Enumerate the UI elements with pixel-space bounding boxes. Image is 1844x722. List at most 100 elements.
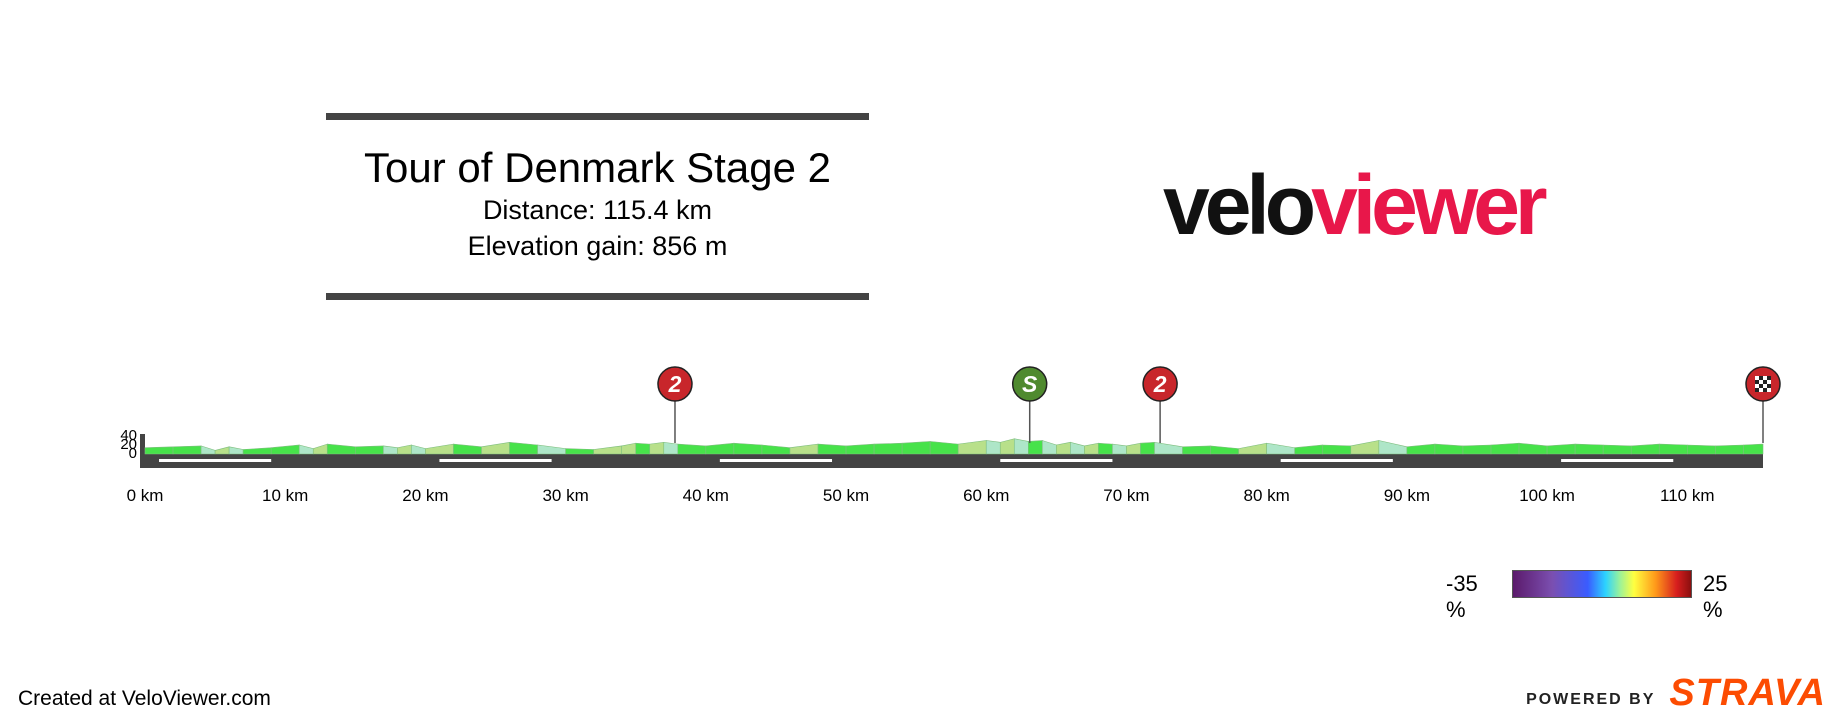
elevation-segment (1210, 445, 1239, 455)
road-stripe (159, 459, 272, 462)
elevation-segment (873, 442, 903, 455)
elevation-segment (298, 444, 314, 455)
elevation-segment (355, 445, 384, 455)
logo-velo: velo (1163, 158, 1316, 252)
elevation-segment (144, 446, 174, 455)
elevation-segment (242, 447, 272, 455)
x-tick-label: 10 km (262, 486, 308, 505)
road-band (140, 454, 1763, 468)
checker-cell (1767, 384, 1771, 388)
elevation-segment (1490, 442, 1520, 455)
checker-cell (1759, 384, 1763, 388)
elevation-segment (999, 438, 1015, 455)
strava-logo: STRAVA (1669, 672, 1826, 714)
powered-by-label: POWERED BY (1526, 691, 1656, 708)
elevation-segment (1098, 442, 1113, 455)
elevation-segment (1686, 444, 1716, 455)
elevation-segment (383, 445, 398, 455)
elevation-segment (1630, 443, 1660, 455)
road-stripe (1561, 459, 1674, 462)
checker-cell (1759, 376, 1763, 380)
y-axis-bar (140, 434, 145, 468)
x-tick-label: 20 km (402, 486, 448, 505)
marker-label: 2 (668, 371, 682, 397)
elevation-segment (1154, 441, 1183, 455)
y-tick-label: 0 (129, 445, 137, 462)
credit-text: Created at VeloViewer.com (18, 687, 271, 710)
road-layer (140, 434, 1763, 468)
elevation-segment (453, 443, 482, 455)
gradient-color-bar (1512, 570, 1692, 598)
x-tick-label: 30 km (542, 486, 588, 505)
road-stripe (1000, 459, 1113, 462)
sprint-marker-icon (1011, 366, 1048, 402)
checker-cell (1763, 380, 1767, 384)
checker-cell (1755, 388, 1759, 392)
elevation-segment (1238, 442, 1267, 455)
veloviewer-logo: veloviewer (1163, 155, 1548, 255)
marker-layer: 2 S 2 (657, 366, 1781, 443)
elevation-segment (1546, 443, 1576, 455)
elevation-area-layer (144, 438, 1764, 455)
elevation-segment (1112, 443, 1127, 455)
checker-cell (1767, 376, 1771, 380)
elevation-segment (1294, 444, 1324, 455)
elevation-segment (411, 444, 426, 455)
elevation-segment (1042, 440, 1057, 455)
elevation-segment (228, 446, 244, 455)
stage-title: Tour of Denmark Stage 2 (364, 144, 831, 191)
checker-cell (1759, 380, 1763, 384)
elevation-segment (1182, 445, 1211, 455)
elevation-segment (789, 443, 819, 455)
checker-cell (1763, 388, 1767, 392)
elevation-segment (1126, 442, 1141, 455)
checker-cell (1755, 384, 1759, 388)
elevation-segment (733, 442, 763, 455)
road-stripe (1280, 459, 1393, 462)
elevation-segment (1322, 444, 1352, 455)
elevation-segment (1378, 440, 1408, 455)
elevation-segment (1013, 438, 1029, 455)
elevation-segment (565, 448, 594, 455)
legend-min-label: -35 % (1446, 571, 1478, 622)
x-tick-label: 60 km (963, 486, 1009, 505)
elevation-segment (1658, 443, 1688, 455)
elevation-segment (901, 441, 931, 455)
x-tick-layer: 0 km 10 km 20 km 30 km 40 km 50 km 60 km 70 km 8… (127, 486, 1715, 505)
x-tick-label: 40 km (683, 486, 729, 505)
elevation-segment (593, 445, 623, 455)
distance-text: Distance: 115.4 km (482, 195, 713, 225)
elevation-segment (1140, 441, 1155, 455)
elevation-segment (845, 443, 875, 455)
checker-cell (1763, 376, 1767, 380)
checker-cell (1755, 380, 1759, 384)
powered-by-strava: POWERED BY STRAVA (1526, 673, 1826, 713)
title-box: Tour of Denmark Stage 2 Distance: 115.4 … (326, 113, 869, 300)
elevation-segment (1434, 443, 1464, 455)
elevation-segment (1462, 444, 1492, 455)
elevation-segment (663, 441, 679, 455)
elevation-segment (1350, 440, 1380, 455)
elevation-segment (1056, 441, 1071, 455)
elevation-segment (425, 443, 454, 455)
elevation-segment (1084, 442, 1099, 455)
y-tick-label: 20 (120, 436, 137, 453)
elevation-segment (509, 441, 538, 455)
y-tick-label: 40 (120, 427, 137, 444)
checker-cell (1767, 388, 1771, 392)
logo-viewer: viewer (1311, 158, 1548, 252)
elevation-segment (705, 442, 735, 455)
elevation-segment (649, 441, 665, 455)
elevation-segment (957, 440, 987, 455)
elevation-segment (1070, 441, 1085, 455)
legend-max-label: 25 % (1703, 571, 1728, 622)
x-tick-label: 70 km (1103, 486, 1149, 505)
elevation-segment (985, 440, 1001, 455)
x-tick-label: 110 km (1660, 486, 1715, 505)
elevation-segment (761, 444, 791, 455)
kom-marker-icon (657, 366, 693, 402)
elevation-segment (929, 441, 959, 455)
elevation-segment (1406, 443, 1436, 455)
